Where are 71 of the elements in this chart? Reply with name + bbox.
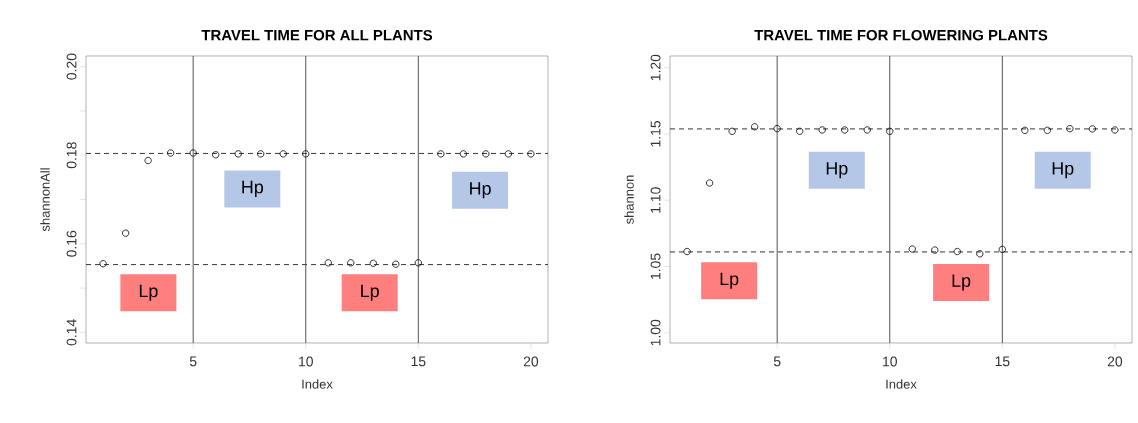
point xyxy=(302,150,310,158)
x-tick-label: 15 xyxy=(995,356,1010,367)
point xyxy=(863,126,871,134)
y-tick-label: 1.10 xyxy=(650,187,661,213)
chart-title: TRAVEL TIME FOR ALL PLANTS xyxy=(201,29,433,41)
point xyxy=(212,151,220,159)
annotation: Lp xyxy=(952,274,971,291)
point xyxy=(527,150,535,158)
point xyxy=(1043,126,1051,134)
y-axis-title: shannon xyxy=(624,175,634,224)
point xyxy=(414,259,422,267)
point xyxy=(347,259,355,267)
annotation: Lp xyxy=(720,272,739,289)
y-tick-label: 0.14 xyxy=(66,319,77,346)
point xyxy=(1021,126,1029,134)
annotation: Hp xyxy=(470,182,491,199)
chart-title: TRAVEL TIME FOR FLOWERING PLANTS xyxy=(754,29,1048,41)
y-tick-label: 0.20 xyxy=(66,53,77,80)
point xyxy=(234,150,242,158)
annotation: Hp xyxy=(242,180,264,197)
point xyxy=(369,259,377,267)
point xyxy=(279,150,287,158)
point xyxy=(818,126,826,134)
point xyxy=(1111,126,1119,134)
x-tick-label: 10 xyxy=(299,356,313,367)
point xyxy=(908,245,916,253)
point xyxy=(841,126,849,134)
annotation: Hp xyxy=(1052,162,1074,179)
y-tick-label: 1.15 xyxy=(650,120,661,147)
point xyxy=(99,260,107,268)
y-tick-label: 1.05 xyxy=(650,253,661,280)
point xyxy=(392,260,400,268)
annotation: Lp xyxy=(139,284,158,301)
x-tick-label: 15 xyxy=(411,356,426,367)
point xyxy=(1066,125,1074,133)
point xyxy=(1088,125,1096,133)
point xyxy=(504,150,512,158)
point xyxy=(931,246,939,254)
point xyxy=(189,149,197,157)
point xyxy=(751,123,759,131)
x-tick-label: 20 xyxy=(1107,356,1123,367)
x-axis-title: Index xyxy=(886,379,917,389)
point xyxy=(773,125,781,133)
x-tick-label: 5 xyxy=(189,356,197,367)
point xyxy=(257,150,265,158)
point xyxy=(953,247,961,256)
point xyxy=(796,127,804,135)
y-tick-label: 1.00 xyxy=(650,319,661,346)
point xyxy=(144,156,152,165)
point xyxy=(683,247,691,256)
point xyxy=(706,179,714,187)
point xyxy=(167,149,175,157)
x-tick-label: 10 xyxy=(883,356,897,367)
point xyxy=(728,127,736,135)
point xyxy=(437,150,445,158)
x-tick-label: 20 xyxy=(523,356,539,367)
annotation: Hp xyxy=(826,162,848,179)
point xyxy=(122,229,130,237)
point xyxy=(998,245,1006,254)
point xyxy=(886,127,894,135)
x-axis-title: Index xyxy=(302,379,333,389)
y-axis-title: shannonAll xyxy=(40,168,50,232)
annotation: Lp xyxy=(361,284,379,301)
y-tick-label: 1.20 xyxy=(650,54,661,81)
y-tick-label: 0.16 xyxy=(66,230,77,257)
point xyxy=(976,250,984,258)
point xyxy=(324,259,332,267)
x-tick-label: 5 xyxy=(773,356,781,367)
y-tick-label: 0.18 xyxy=(66,142,77,169)
point xyxy=(459,150,467,158)
point xyxy=(482,150,490,158)
